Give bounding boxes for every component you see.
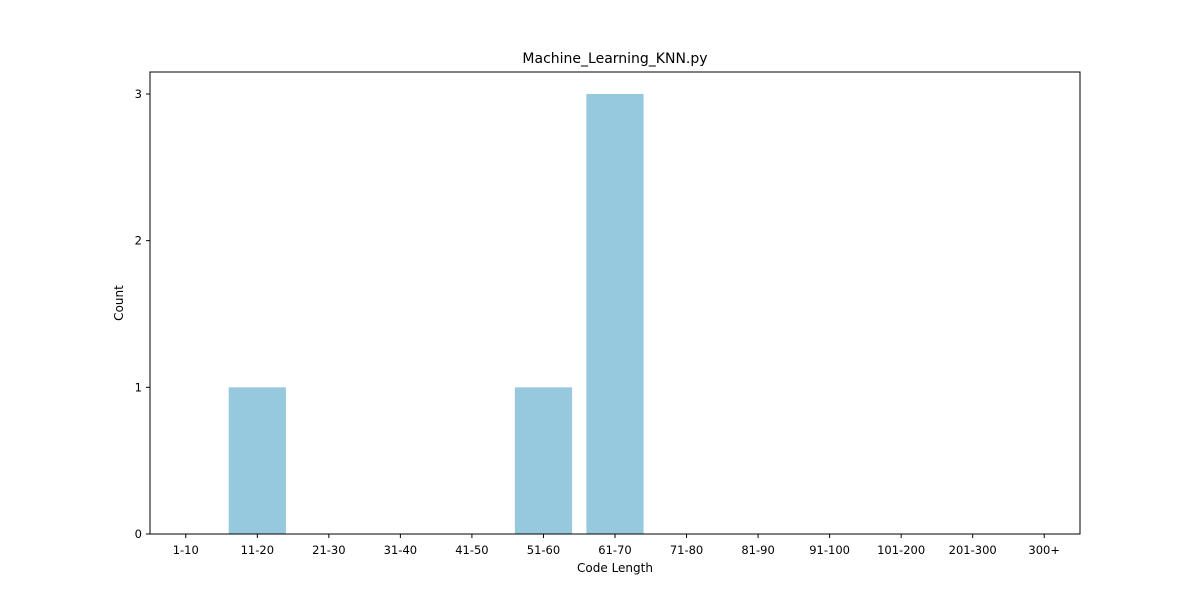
y-tick-label: 1	[135, 380, 142, 394]
x-axis-label: Code Length	[577, 561, 653, 575]
x-tick-label: 300+	[1028, 543, 1060, 557]
x-tick-label: 1-10	[173, 543, 199, 557]
x-tick-label: 91-100	[809, 543, 850, 557]
bar-61-70	[586, 94, 644, 534]
bar-11-20	[228, 387, 286, 534]
x-tick-label: 41-50	[455, 543, 488, 557]
y-tick-label: 3	[135, 87, 142, 101]
y-axis-label: Count	[112, 285, 126, 321]
x-tick-label: 51-60	[527, 543, 560, 557]
y-axis: 0 1 2 3	[135, 87, 150, 541]
y-tick-label: 2	[135, 234, 142, 248]
x-tick-label: 201-300	[949, 543, 997, 557]
x-tick-label: 11-20	[241, 543, 274, 557]
bar-51-60	[514, 387, 573, 534]
x-tick-label: 61-70	[598, 543, 631, 557]
bars-layer	[228, 94, 644, 534]
x-axis: 1-10 11-20 21-30 31-40 41-50 51-60 61-70 71-80 8…	[173, 534, 1060, 557]
chart-title: Machine_Learning_KNN.py	[522, 51, 707, 67]
x-tick-label: 31-40	[384, 543, 417, 557]
x-tick-label: 81-90	[741, 543, 774, 557]
x-tick-label: 71-80	[670, 543, 703, 557]
y-tick-label: 0	[135, 527, 142, 541]
x-tick-label: 21-30	[312, 543, 345, 557]
x-tick-label: 101-200	[877, 543, 925, 557]
